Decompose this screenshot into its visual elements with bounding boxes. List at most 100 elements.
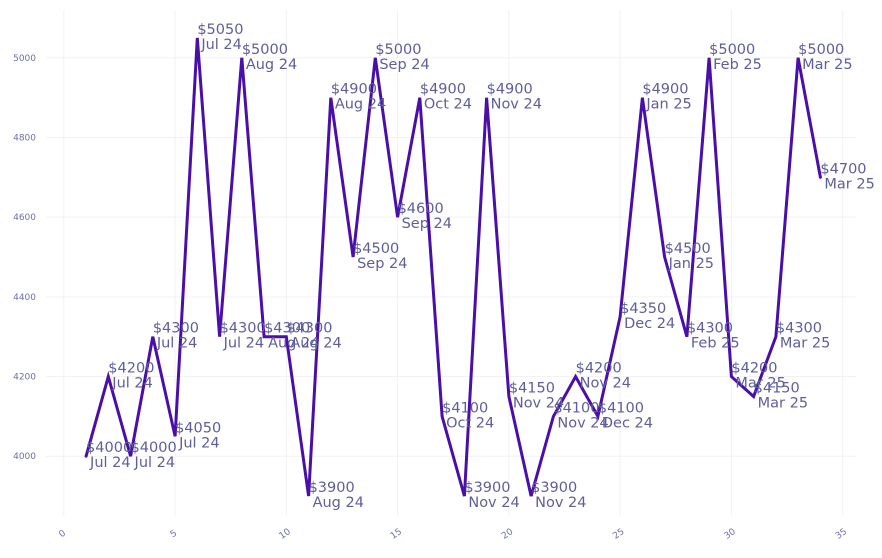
x-tick-label: 10: [278, 527, 293, 542]
date-label: Jul 24: [178, 435, 220, 451]
price-label: $4500: [353, 241, 399, 257]
date-label: Aug 24: [290, 336, 341, 352]
y-tick-label: 4200: [13, 373, 36, 383]
date-label: Sep 24: [357, 256, 407, 272]
date-label: Jul 24: [200, 37, 242, 53]
price-label: $5000: [375, 42, 421, 58]
date-label: Jul 24: [134, 455, 176, 471]
date-label: Mar 25: [802, 57, 852, 73]
price-label: $4700: [820, 161, 866, 177]
y-tick-label: 5000: [13, 54, 36, 64]
price-label: $4300: [687, 321, 733, 337]
price-label: $3900: [464, 480, 510, 496]
date-label: Feb 25: [713, 57, 762, 73]
grid: [46, 10, 856, 516]
date-label: Nov 24: [491, 97, 542, 113]
x-tick-label: 30: [723, 527, 738, 542]
date-label: Jul 24: [156, 336, 198, 352]
price-label: $4500: [665, 241, 711, 257]
y-tick-label: 4600: [13, 213, 36, 223]
date-label: Dec 24: [602, 415, 653, 431]
price-label: $4100: [598, 400, 644, 416]
date-label: Aug 24: [246, 57, 297, 73]
price-label: $4300: [153, 321, 199, 337]
y-tick-label: 4400: [13, 293, 36, 303]
date-label: Nov 24: [580, 376, 631, 392]
price-label: $4150: [754, 380, 800, 396]
price-label: $4300: [776, 321, 822, 337]
date-label: Mar 25: [758, 395, 808, 411]
y-tick-label: 4000: [13, 452, 36, 462]
date-label: Jan 25: [668, 256, 714, 272]
price-label: $4300: [220, 321, 266, 337]
price-label: $4900: [642, 82, 688, 98]
price-series-line: [84, 37, 822, 497]
date-label: Mar 25: [824, 176, 874, 192]
y-tick-label: 4800: [13, 133, 36, 143]
date-label: Oct 24: [446, 415, 494, 431]
date-label: Jul 24: [89, 455, 131, 471]
date-label: Sep 24: [402, 216, 452, 232]
date-label: Mar 25: [780, 336, 830, 352]
price-label: $5000: [798, 42, 844, 58]
date-label: Jul 24: [111, 376, 153, 392]
price-label: $5000: [709, 42, 755, 58]
x-tick-label: 0: [57, 528, 68, 540]
date-label: Nov 24: [513, 395, 564, 411]
price-label: $4350: [620, 301, 666, 317]
price-label: $4200: [731, 361, 777, 377]
date-label: Nov 24: [468, 495, 519, 511]
date-label: Jul 24: [223, 336, 265, 352]
price-label: $4150: [509, 380, 555, 396]
price-label: $4000: [131, 440, 177, 456]
price-label: $4000: [86, 440, 132, 456]
price-label: $4050: [175, 420, 221, 436]
y-axis-ticks: 4000 4200 4400 4600 4800 5000: [13, 54, 36, 462]
date-label: Nov 24: [557, 415, 608, 431]
x-axis-ticks: 0 5 10 15 20 25 30 35: [57, 527, 849, 542]
date-label: Mar 25: [735, 376, 785, 392]
price-label: $4100: [442, 400, 488, 416]
date-label: Aug 24: [313, 495, 364, 511]
price-label: $4300: [286, 321, 332, 337]
x-tick-label: 15: [389, 527, 404, 542]
date-label: Jan 25: [645, 97, 691, 113]
price-label: $4900: [420, 82, 466, 98]
date-label: Oct 24: [424, 97, 472, 113]
price-label: $4100: [553, 400, 599, 416]
price-label: $4900: [331, 82, 377, 98]
price-label: $5000: [242, 42, 288, 58]
price-label: $4200: [576, 361, 622, 377]
